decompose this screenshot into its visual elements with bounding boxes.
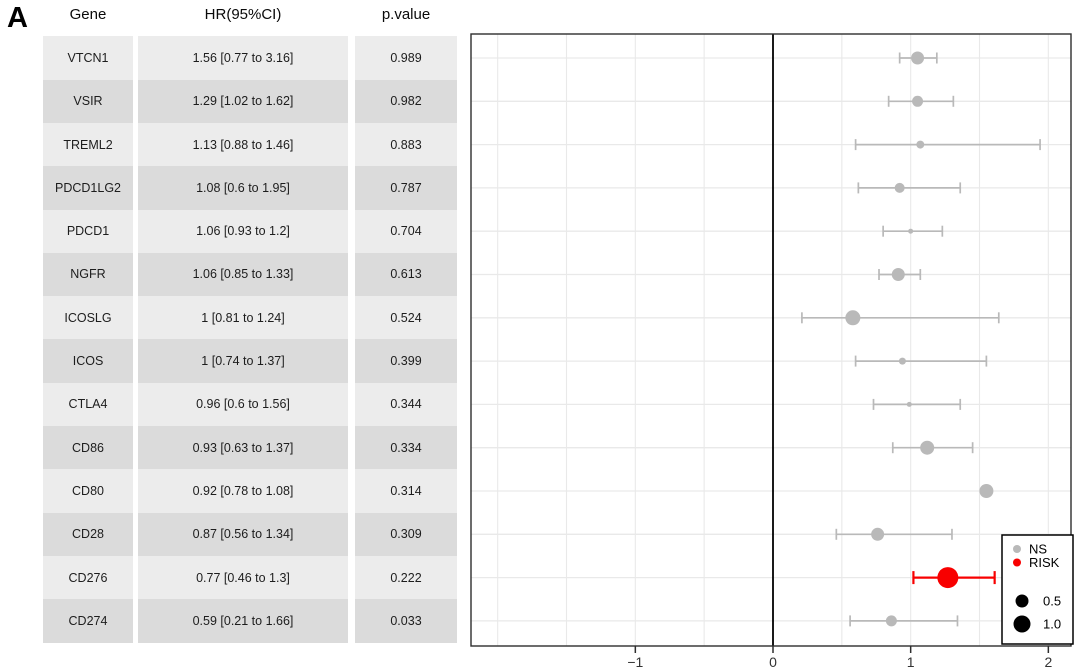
- hr-point-PDCD1: [908, 228, 914, 234]
- pvalue-cell: 0.399: [355, 339, 457, 383]
- x-tick-label: 0: [769, 654, 777, 670]
- legend-dot-ns: [1013, 545, 1021, 553]
- pvalue-cell: 0.982: [355, 79, 457, 123]
- pvalue-cell: 0.704: [355, 209, 457, 253]
- gene-cell: NGFR: [43, 252, 133, 297]
- x-tick-label: 2: [1044, 654, 1052, 670]
- pvalue-cell: 0.033: [355, 599, 457, 643]
- hr-point-CTLA4: [906, 401, 912, 407]
- hr-point-CD86: [920, 440, 935, 455]
- hr-ci-cell: 0.93 [0.63 to 1.37]: [138, 426, 348, 470]
- gene-cell: CTLA4: [43, 382, 133, 427]
- column-header-hr-ci: HR(95%CI): [204, 5, 282, 23]
- pvalue-cell: 0.883: [355, 122, 457, 167]
- legend-label-risk: RISK: [1029, 555, 1060, 570]
- hr-point-CD28: [871, 527, 885, 541]
- plot-border: [470, 33, 1072, 647]
- hr-ci-cell: 0.96 [0.6 to 1.56]: [138, 382, 348, 427]
- pvalue-cell: 0.524: [355, 296, 457, 340]
- hr-point-ICOSLG: [845, 310, 861, 326]
- pvalue-cell: 0.309: [355, 512, 457, 556]
- hr-point-CD276: [937, 567, 959, 589]
- legend-size-label-1.0: 1.0: [1043, 617, 1061, 632]
- column-header-pvalue: p.value: [381, 5, 431, 23]
- gene-cell: CD274: [43, 599, 133, 643]
- gene-cell: CD276: [43, 555, 133, 600]
- hr-ci-cell: 1.13 [0.88 to 1.46]: [138, 122, 348, 167]
- hr-point-TREML2: [916, 140, 925, 149]
- hr-ci-cell: 1.56 [0.77 to 3.16]: [138, 36, 348, 80]
- gene-cell: CD86: [43, 426, 133, 470]
- hr-point-VSIR: [912, 95, 924, 107]
- gene-cell: VTCN1: [43, 36, 133, 80]
- hr-point-PDCD1LG2: [894, 182, 905, 193]
- gene-cell: TREML2: [43, 122, 133, 167]
- hr-ci-cell: 1 [0.74 to 1.37]: [138, 339, 348, 383]
- hr-ci-cell: 1.29 [1.02 to 1.62]: [138, 79, 348, 123]
- hr-point-CD274: [885, 615, 897, 627]
- hr-point-ICOS: [898, 357, 906, 365]
- pvalue-cell: 0.344: [355, 382, 457, 427]
- gene-cell: PDCD1LG2: [43, 166, 133, 210]
- hr-ci-cell: 1.08 [0.6 to 1.95]: [138, 166, 348, 210]
- hr-ci-cell: 1 [0.81 to 1.24]: [138, 296, 348, 340]
- gene-cell: VSIR: [43, 79, 133, 123]
- pvalue-cell: 0.989: [355, 36, 457, 80]
- hr-point-CD80: [979, 484, 994, 498]
- legend-dot-risk: [1013, 558, 1021, 567]
- hr-ci-cell: 0.77 [0.46 to 1.3]: [138, 555, 348, 600]
- gene-cell: PDCD1: [43, 209, 133, 253]
- gene-cell: ICOSLG: [43, 296, 133, 340]
- gene-cell: ICOS: [43, 339, 133, 383]
- hr-ci-cell: 0.87 [0.56 to 1.34]: [138, 512, 348, 556]
- gene-cell: CD80: [43, 469, 133, 513]
- x-tick-label: 1: [907, 654, 915, 670]
- hr-ci-cell: 1.06 [0.85 to 1.33]: [138, 252, 348, 297]
- column-header-gene: Gene: [69, 5, 107, 23]
- x-tick-label: −1: [627, 654, 643, 670]
- legend-size-label-0.5: 0.5: [1043, 594, 1061, 609]
- pvalue-cell: 0.222: [355, 555, 457, 600]
- hr-ci-cell: 0.92 [0.78 to 1.08]: [138, 469, 348, 513]
- pvalue-cell: 0.314: [355, 469, 457, 513]
- hr-point-VTCN1: [911, 51, 925, 65]
- pvalue-cell: 0.787: [355, 166, 457, 210]
- hr-point-NGFR: [891, 268, 905, 281]
- legend-label-ns: NS: [1029, 542, 1047, 557]
- pvalue-cell: 0.613: [355, 252, 457, 297]
- hr-ci-cell: 0.59 [0.21 to 1.66]: [138, 599, 348, 643]
- legend-size-dot-1.0: [1013, 615, 1031, 633]
- legend-size-dot-0.5: [1015, 594, 1029, 608]
- gene-cell: CD28: [43, 512, 133, 556]
- pvalue-cell: 0.334: [355, 426, 457, 470]
- panel-label: A: [7, 2, 28, 34]
- hr-ci-cell: 1.06 [0.93 to 1.2]: [138, 209, 348, 253]
